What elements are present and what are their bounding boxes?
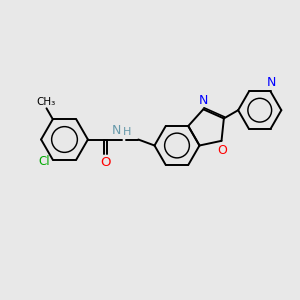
Text: CH₃: CH₃	[36, 97, 55, 107]
Text: Cl: Cl	[39, 155, 50, 168]
Text: N: N	[267, 76, 276, 89]
Text: N: N	[112, 124, 122, 137]
Text: O: O	[100, 156, 110, 169]
Text: N: N	[199, 94, 208, 106]
Text: O: O	[217, 143, 227, 157]
Text: H: H	[123, 128, 131, 137]
